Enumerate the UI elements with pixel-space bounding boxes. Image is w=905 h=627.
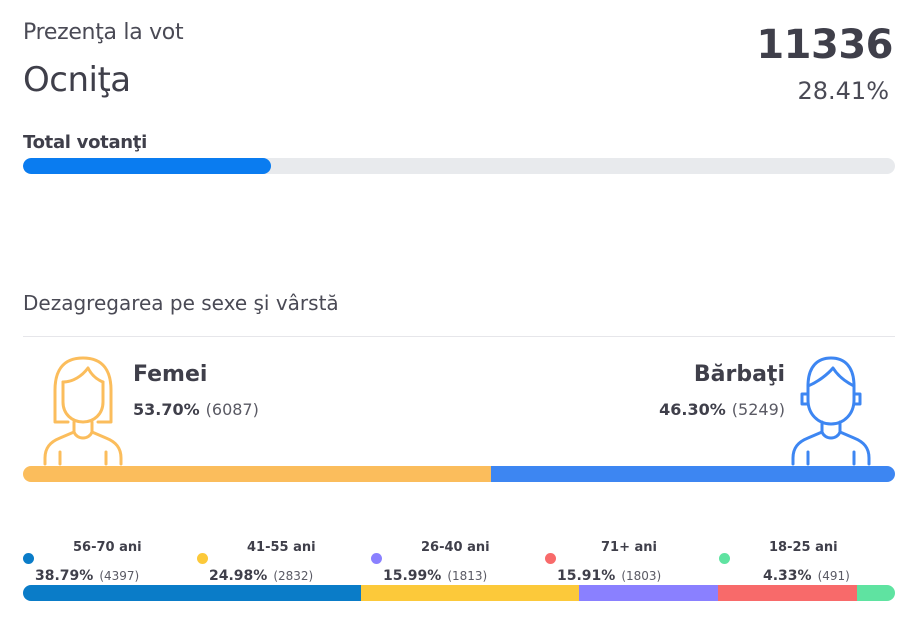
female-avatar-icon [43, 356, 123, 466]
turnout-progress-bar [23, 158, 895, 174]
legend-count: (1813) [447, 569, 488, 583]
section-divider [23, 336, 895, 337]
legend-dot [197, 553, 208, 564]
age-legend: 56-70 ani 38.79% (4397) 41-55 ani 24.98% (… [23, 540, 895, 590]
legend-dot [371, 553, 382, 564]
male-bar-segment [491, 466, 895, 482]
legend-count: (2832) [273, 569, 314, 583]
male-label: Bărbaţi [693, 362, 785, 387]
female-percent: 53.70% [133, 400, 200, 419]
female-stats: 53.70% (6087) [133, 400, 259, 419]
legend-label: 56-70 ani [73, 540, 142, 555]
age-split-bar [23, 585, 895, 601]
age-bar-segment-18-25 [857, 585, 895, 601]
legend-percent: 15.91% [557, 568, 616, 584]
legend-count: (1803) [621, 569, 662, 583]
age-bar-segment-71-plus [718, 585, 858, 601]
legend-dot [23, 553, 34, 564]
female-bar-segment [23, 466, 492, 482]
male-stats: 46.30% (5249) [659, 400, 785, 419]
age-bar-segment-56-70 [23, 585, 362, 601]
total-voters-count: 11336 [756, 22, 893, 68]
legend-dot [719, 553, 730, 564]
female-count: (6087) [205, 400, 259, 419]
male-count: (5249) [731, 400, 785, 419]
male-percent: 46.30% [659, 400, 726, 419]
legend-stats: 38.79% (4397) [35, 565, 139, 584]
breakdown-title: Dezagregarea pe sexe şi vârstă [23, 291, 339, 315]
female-label: Femei [133, 362, 208, 387]
gender-split-bar [23, 466, 895, 482]
legend-percent: 38.79% [35, 568, 94, 584]
age-bar-segment-41-55 [361, 585, 580, 601]
turnout-percent: 28.41% [797, 77, 889, 105]
legend-percent: 15.99% [383, 568, 442, 584]
legend-label: 41-55 ani [247, 540, 316, 555]
legend-count: (491) [817, 569, 850, 583]
legend-label: 26-40 ani [421, 540, 490, 555]
legend-stats: 15.91% (1803) [557, 565, 661, 584]
legend-stats: 4.33% (491) [763, 565, 850, 584]
region-title: Ocniţa [23, 60, 131, 100]
page-subtitle: Prezenţa la vot [23, 20, 184, 45]
male-avatar-icon [791, 356, 871, 466]
legend-stats: 24.98% (2832) [209, 565, 313, 584]
legend-label: 18-25 ani [769, 540, 838, 555]
legend-percent: 4.33% [763, 568, 812, 584]
legend-label: 71+ ani [601, 540, 657, 555]
total-voters-label: Total votanţi [23, 132, 147, 153]
turnout-progress-fill [23, 158, 271, 174]
legend-percent: 24.98% [209, 568, 268, 584]
legend-dot [545, 553, 556, 564]
legend-stats: 15.99% (1813) [383, 565, 487, 584]
legend-count: (4397) [99, 569, 140, 583]
age-bar-segment-26-40 [579, 585, 719, 601]
